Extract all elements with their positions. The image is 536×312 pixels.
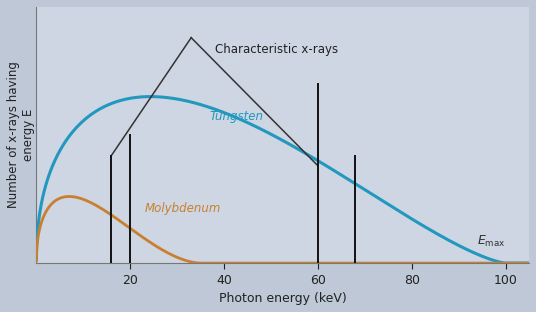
Text: Tungsten: Tungsten: [210, 110, 264, 123]
Text: Characteristic x-rays: Characteristic x-rays: [214, 43, 338, 56]
X-axis label: Photon energy (keV): Photon energy (keV): [219, 292, 347, 305]
Text: Molybdenum: Molybdenum: [144, 202, 221, 215]
Text: $\mathit{E}_\mathrm{max}$: $\mathit{E}_\mathrm{max}$: [477, 234, 506, 249]
Y-axis label: Number of x-rays having
energy E: Number of x-rays having energy E: [7, 61, 35, 208]
